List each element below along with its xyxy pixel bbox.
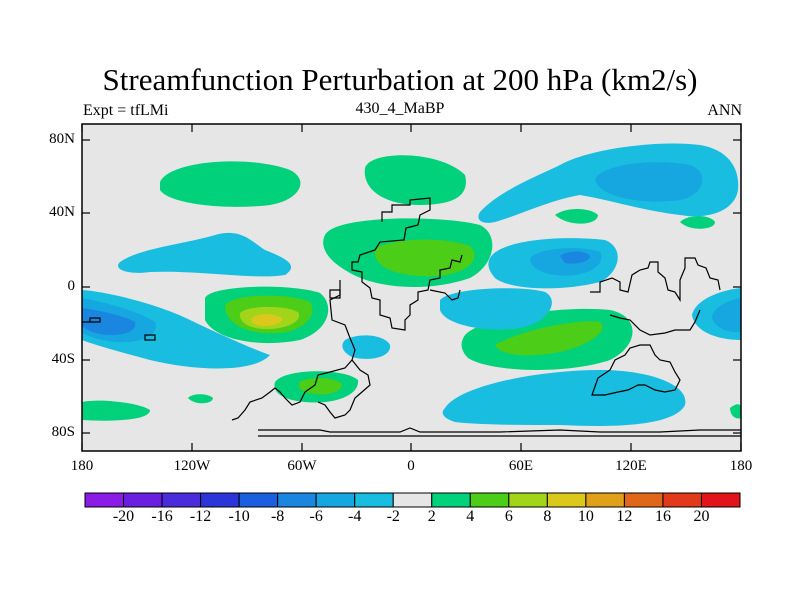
positive-anomaly-indian-ocean-core bbox=[495, 321, 603, 356]
negative-anomaly-north-asia-core bbox=[595, 162, 703, 202]
coastline-arabia bbox=[429, 289, 461, 301]
colorbar-label: -4 bbox=[348, 508, 362, 525]
lat-label-0: 0 bbox=[67, 278, 76, 294]
lon-label-180w: 180 bbox=[70, 458, 94, 474]
coastlines bbox=[82, 197, 741, 437]
colorbar-label: -8 bbox=[270, 508, 285, 525]
colorbar-label: 2 bbox=[427, 508, 436, 525]
negative-anomaly-east-pacific-core bbox=[712, 298, 741, 333]
lon-label-60w: 60W bbox=[287, 458, 317, 474]
colorbar-label: 10 bbox=[577, 508, 594, 525]
positive-anomaly-small-c bbox=[680, 216, 715, 229]
colorbar-label: 4 bbox=[466, 508, 475, 525]
negative-anomaly-south-atlantic bbox=[440, 288, 552, 330]
positive-anomaly-nw-pacific bbox=[160, 161, 301, 207]
lat-label-80s: 80S bbox=[51, 424, 75, 440]
coastline-europe-africa bbox=[351, 197, 463, 331]
colorbar-label: -10 bbox=[228, 508, 250, 525]
lon-label-120w: 120W bbox=[173, 458, 211, 474]
lon-label-60e: 60E bbox=[508, 458, 534, 474]
coastline-pacific-small bbox=[329, 289, 341, 299]
colorbar-label: 6 bbox=[504, 508, 513, 525]
negative-anomaly-atlantic-south bbox=[342, 335, 391, 359]
coastline-maritime bbox=[609, 309, 701, 336]
colorbar-label: 20 bbox=[693, 508, 710, 525]
positive-anomaly-south-america-core bbox=[298, 378, 342, 395]
coastline-pacific-islands bbox=[82, 317, 156, 341]
coastline-asia bbox=[590, 257, 721, 303]
positive-anomaly-south-pacific-peak bbox=[251, 314, 283, 326]
colorbar-label: -2 bbox=[386, 508, 400, 525]
colorbar-label: -6 bbox=[309, 508, 323, 525]
positive-anomaly-east-edge bbox=[730, 404, 741, 419]
positive-anomaly-north-atlantic bbox=[364, 155, 466, 205]
lat-label-80n: 80N bbox=[49, 131, 75, 147]
season-label: ANN bbox=[707, 102, 742, 119]
coastline-australia bbox=[591, 344, 681, 396]
case-label: 430_4_MaBP bbox=[355, 100, 445, 117]
negative-anomaly-north-pacific-band bbox=[118, 232, 292, 277]
positive-anomaly-small-b bbox=[555, 209, 598, 224]
positive-anomaly-small-a bbox=[188, 394, 213, 404]
colorbar-label: 12 bbox=[616, 508, 633, 525]
lat-label-40s: 40S bbox=[51, 351, 75, 367]
colorbar-label: -12 bbox=[189, 508, 212, 525]
colorbar-label: 8 bbox=[543, 508, 552, 525]
coastline-americas bbox=[231, 280, 356, 421]
negative-anomaly-west-pacific bbox=[82, 290, 270, 369]
negative-anomaly-india-peak bbox=[560, 251, 590, 264]
lon-label-120e: 120E bbox=[615, 458, 647, 474]
colorbar-label: -20 bbox=[112, 508, 135, 525]
positive-anomaly-far-south-pacific bbox=[82, 400, 150, 421]
lon-label-0: 0 bbox=[407, 458, 415, 474]
coastline-antarctica bbox=[258, 427, 741, 433]
experiment-label: Expt = tfLMi bbox=[83, 102, 169, 119]
negative-anomaly-southern-ocean bbox=[442, 370, 686, 426]
coastline-south-america-east bbox=[317, 359, 371, 419]
lat-label-40n: 40N bbox=[49, 204, 75, 220]
colorbar-label: 16 bbox=[654, 508, 671, 525]
negative-anomaly-west-pacific-core bbox=[82, 308, 136, 335]
axis-ticks bbox=[81, 124, 742, 451]
colorbar-label: -16 bbox=[151, 508, 173, 525]
map-title: Streamfunction Perturbation at 200 hPa (… bbox=[102, 62, 698, 97]
lon-label-180e: 180 bbox=[729, 458, 753, 474]
